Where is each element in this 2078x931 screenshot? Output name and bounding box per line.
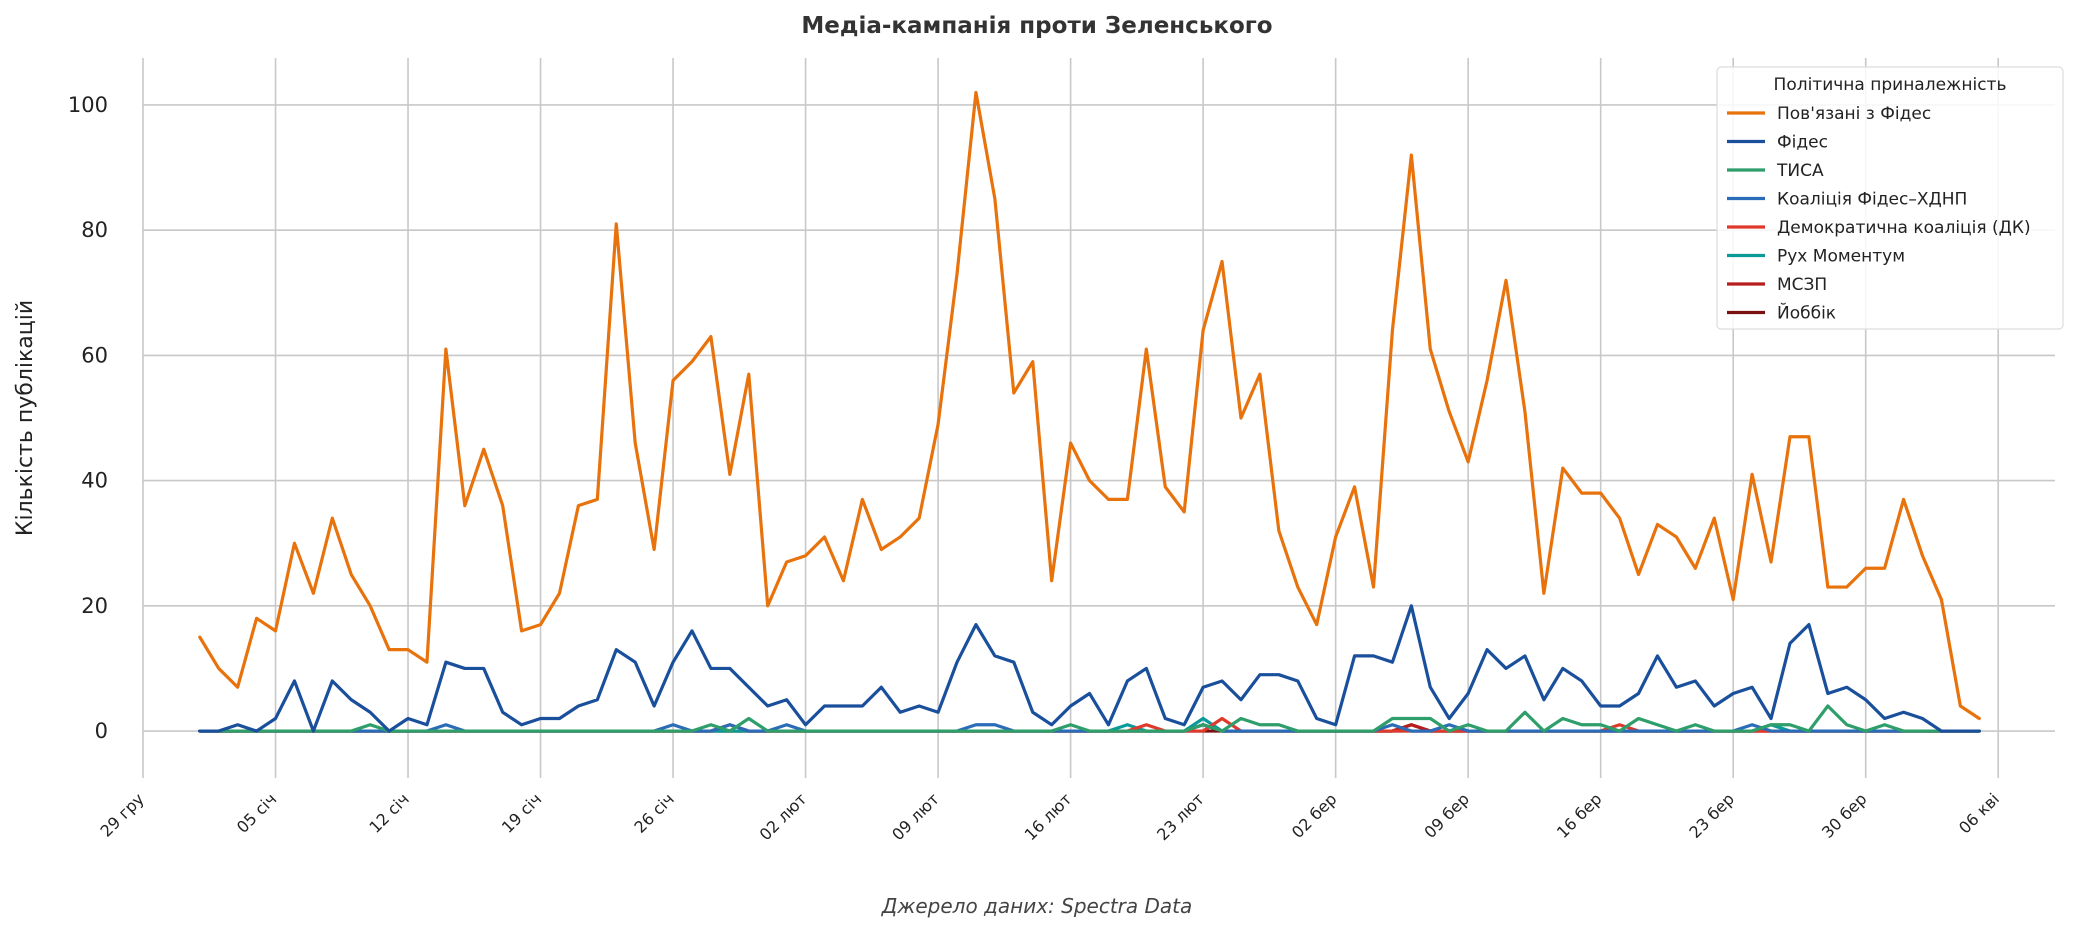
y-tick-label: 40 (81, 469, 108, 493)
legend-title: Політична приналежність (1774, 75, 2007, 95)
y-axis-label: Кількість публікацій (13, 300, 38, 536)
x-tick-label: 05 січ (233, 789, 280, 836)
y-tick-label: 20 (81, 594, 108, 618)
series-lines (198, 90, 1981, 733)
legend-label: Демократична коаліція (ДК) (1777, 218, 2031, 238)
x-tick-label: 09 бер (1420, 789, 1473, 842)
legend-label: Рух Моментум (1777, 247, 1905, 267)
x-tick-label: 29 гру (97, 789, 148, 840)
x-tick-label: 16 лют (1021, 789, 1076, 844)
source-note: Джерело даних: Spectra Data (881, 894, 1193, 918)
x-tick-label: 30 бер (1818, 789, 1871, 842)
y-tick-label: 60 (81, 343, 108, 367)
x-tick-label: 26 січ (630, 789, 677, 836)
x-tick-label: 02 лют (756, 789, 811, 844)
x-axis-ticks: 29 гру 05 січ 12 січ 19 січ 26 січ 02 лют 09 л… (97, 789, 2003, 844)
x-tick-label: 12 січ (365, 789, 412, 836)
x-tick-label: 23 лют (1153, 789, 1208, 844)
series-line (198, 90, 1981, 721)
legend-frame (1716, 66, 2064, 330)
x-tick-label: 16 бер (1553, 789, 1606, 842)
y-axis-ticks: 0 20 40 60 80 100 (68, 93, 108, 743)
legend-label: ТИСА (1776, 161, 1824, 181)
x-tick-label: 09 лют (888, 789, 943, 844)
series-line (198, 704, 1981, 733)
legend: Політична приналежність Пов'язані з Фіде… (1716, 66, 2064, 330)
legend-items: Пов'язані з Фідес Фідес ТИСА Коаліція Фідес… (1727, 104, 2031, 324)
legend-label: Йоббік (1777, 302, 1836, 324)
chart-title: Медіа-кампанія проти Зеленського (801, 13, 1272, 39)
series-line (198, 604, 1981, 733)
x-tick-label: 02 бер (1288, 789, 1341, 842)
y-tick-label: 0 (95, 719, 108, 743)
legend-label: Фідес (1777, 133, 1828, 153)
legend-label: Коаліція Фідес–ХДНП (1777, 190, 1967, 210)
x-tick-label: 06 кві (1955, 789, 2003, 837)
x-tick-label: 23 бер (1685, 789, 1738, 842)
x-tick-label: 19 січ (498, 789, 545, 836)
y-tick-label: 80 (81, 218, 108, 242)
legend-label: МСЗП (1777, 275, 1827, 295)
legend-label: Пов'язані з Фідес (1777, 104, 1931, 124)
y-tick-label: 100 (68, 93, 108, 117)
